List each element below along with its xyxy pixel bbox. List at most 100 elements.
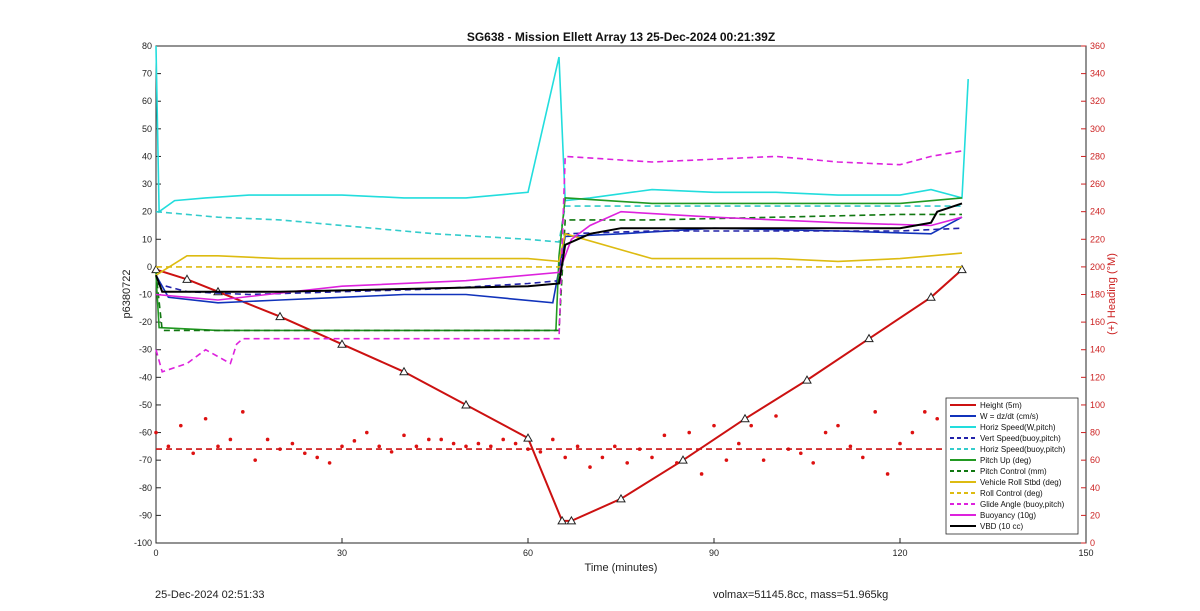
heading-point	[290, 441, 295, 446]
heading-point	[365, 430, 369, 435]
heading-point	[873, 410, 877, 414]
y-axis-label: p6380722	[121, 270, 133, 319]
y-tick-label: -20	[139, 317, 152, 327]
height-marker	[740, 413, 750, 423]
x-tick-label: 0	[153, 548, 158, 558]
y-tick-label: 50	[142, 124, 152, 134]
y2-tick-label: 0	[1090, 538, 1095, 548]
heading-point	[662, 433, 667, 438]
heading-point	[203, 416, 208, 421]
heading-point	[501, 437, 506, 442]
heading-point	[377, 444, 382, 449]
y-tick-label: -10	[139, 290, 152, 300]
height-marker	[678, 455, 688, 464]
height-marker	[864, 333, 874, 343]
y-tick-label: 40	[142, 151, 152, 161]
series-glide-angle-buoy-pitch-line	[155, 150, 963, 373]
y2-tick-label: 280	[1090, 151, 1105, 161]
y-tick-label: 60	[142, 96, 152, 106]
series-horiz-speed-w-pitch-line	[155, 45, 969, 214]
y2-tick-label: 140	[1090, 345, 1105, 355]
heading-point	[414, 444, 419, 449]
series-height-5m	[151, 264, 967, 525]
heading-point	[551, 437, 555, 442]
y2-tick-label: 200	[1090, 262, 1105, 272]
heading-point	[241, 410, 245, 414]
heading-point	[724, 458, 729, 462]
legend-label: Pitch Up (deg)	[980, 456, 1031, 465]
y-tick-label: -60	[139, 428, 152, 438]
legend-label: Horiz Speed(buoy,pitch)	[980, 445, 1066, 454]
series-vert-speed-buoy-pitch	[155, 227, 963, 296]
legend: Height (5m) W = dz/dt (cm/s) Horiz Speed(W…	[945, 397, 1079, 535]
heading-point	[538, 450, 543, 454]
y2-tick-label: 180	[1090, 290, 1105, 300]
legend-label: VBD (10 cc)	[980, 522, 1023, 531]
heading-point	[761, 458, 766, 462]
legend-label: W = dz/dt (cm/s)	[980, 412, 1039, 421]
heading-point	[253, 458, 257, 462]
heading-point	[737, 441, 741, 446]
series-layer	[151, 45, 969, 525]
series-vehicle-roll-stbd-deg	[155, 232, 963, 276]
heading-point	[154, 430, 158, 435]
heading-point	[774, 414, 778, 418]
heading-point	[563, 455, 567, 460]
y-tick-label: -90	[139, 510, 152, 520]
heading-point	[848, 444, 853, 449]
heading-point	[216, 444, 220, 449]
y-tick-label: 80	[142, 41, 152, 51]
heading-point	[811, 461, 815, 465]
series-heading-right-axis-m	[154, 410, 964, 476]
y-tick-label: -30	[139, 345, 152, 355]
heading-point	[464, 444, 468, 449]
heading-point	[885, 472, 890, 476]
legend-label: Vehicle Roll Stbd (deg)	[980, 478, 1062, 487]
legend-label: Pitch Control (mm)	[980, 467, 1047, 476]
heading-point	[166, 444, 171, 449]
heading-point	[625, 461, 629, 465]
y2-tick-label: 40	[1090, 483, 1100, 493]
y-tick-label: 30	[142, 179, 152, 189]
height-marker	[616, 493, 626, 503]
y-tick-label: -40	[139, 372, 152, 382]
y-tick-label: -100	[134, 538, 152, 548]
series-vert-speed-buoy-pitch-line	[155, 227, 963, 296]
series-vbd-10-cc-line	[155, 202, 963, 293]
heading-point	[675, 461, 679, 465]
x-axis-label: Time (minutes)	[585, 562, 658, 574]
height-marker	[957, 264, 967, 274]
heading-point	[588, 465, 592, 469]
series-glide-angle-buoy-pitch	[155, 150, 963, 373]
heading-point	[476, 441, 481, 446]
legend-label: Horiz Speed(W,pitch)	[980, 423, 1056, 432]
legend-label: Glide Angle (buoy,pitch)	[980, 500, 1065, 509]
y-tick-label: -80	[139, 483, 152, 493]
series-buoyancy-10g	[155, 210, 963, 301]
legend-label: Roll Control (deg)	[980, 489, 1043, 498]
heading-point	[265, 437, 270, 442]
height-marker	[566, 515, 577, 525]
heading-point	[699, 472, 704, 476]
footer-volmax-mass: volmax=51145.8cc, mass=51.965kg	[713, 589, 889, 601]
y2-tick-label: 220	[1090, 234, 1105, 244]
y-tick-label: -70	[139, 455, 152, 465]
height-marker	[523, 433, 533, 442]
y-tick-label: -50	[139, 400, 152, 410]
y2-axis-label: (+) Heading (°M)	[1106, 253, 1118, 335]
heading-point	[439, 437, 444, 442]
heading-point	[179, 423, 183, 428]
height-marker	[802, 375, 812, 384]
y2-tick-label: 60	[1090, 455, 1100, 465]
legend-label: Height (5m)	[980, 401, 1022, 410]
heading-point	[340, 444, 344, 449]
heading-point	[823, 430, 828, 435]
height-marker	[557, 515, 567, 525]
x-tick-label: 30	[337, 548, 347, 558]
y-tick-label: 10	[142, 234, 152, 244]
series-horiz-speed-buoy-pitch	[155, 205, 962, 243]
height-marker	[399, 366, 409, 376]
series-vbd-10-cc	[155, 202, 963, 293]
y2-tick-label: 160	[1090, 317, 1105, 327]
